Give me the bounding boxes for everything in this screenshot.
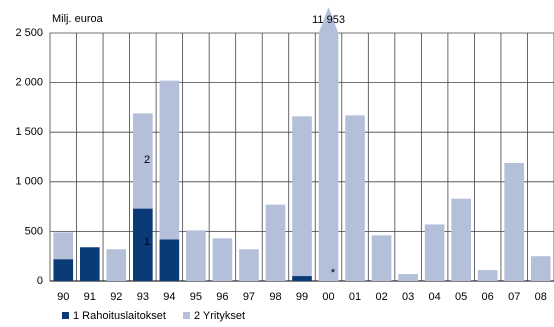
- bar: [133, 208, 153, 281]
- bar: [398, 274, 418, 281]
- x-tick-label: 05: [455, 291, 467, 303]
- bar: [239, 249, 259, 281]
- annotation: *: [331, 267, 336, 279]
- x-tick-label: 04: [429, 291, 441, 303]
- x-tick-label: 02: [375, 291, 387, 303]
- x-tick-label: 03: [402, 291, 414, 303]
- bar: [345, 115, 365, 281]
- y-axis-label: Milj. euroa: [52, 13, 104, 25]
- overflow-arrow: [318, 7, 339, 33]
- x-tick-label: 00: [322, 291, 334, 303]
- y-tick-label: 500: [25, 225, 43, 237]
- x-tick-label: 93: [137, 291, 149, 303]
- bar: [53, 259, 74, 281]
- bar: [318, 33, 339, 281]
- bar: [451, 198, 471, 281]
- x-tick-label: 96: [216, 291, 228, 303]
- bar: [186, 230, 206, 281]
- y-tick-label: 2 500: [15, 27, 43, 39]
- x-tick-label: 94: [163, 291, 175, 303]
- bar: [292, 276, 312, 281]
- legend-label: 1 Rahoituslaitokset: [73, 310, 166, 322]
- bar: [106, 249, 127, 281]
- y-tick-label: 0: [37, 275, 43, 287]
- x-tick-label: 97: [243, 291, 255, 303]
- x-tick-label: 01: [349, 291, 361, 303]
- bar: [424, 224, 445, 281]
- x-tick-label: 95: [190, 291, 202, 303]
- legend-swatch: [62, 312, 69, 319]
- bar: [53, 232, 74, 260]
- y-tick-label: 1 000: [15, 176, 43, 188]
- annotation: 1: [144, 236, 150, 248]
- x-tick-label: 07: [508, 291, 520, 303]
- bar: [504, 162, 525, 281]
- y-tick-label: 2 000: [15, 77, 43, 89]
- annotation: 2: [144, 154, 150, 166]
- bar: [133, 113, 153, 209]
- bar: [477, 270, 498, 281]
- x-tick-label: 92: [110, 291, 122, 303]
- bar: [292, 116, 312, 277]
- x-tick-label: 98: [269, 291, 281, 303]
- bar: [159, 80, 180, 240]
- x-tick-label: 08: [535, 291, 547, 303]
- legend-swatch: [182, 312, 190, 319]
- x-tick-label: 91: [84, 291, 96, 303]
- legend-label: 2 Yritykset: [194, 310, 245, 322]
- bar: [530, 256, 551, 281]
- x-tick-label: 90: [57, 291, 69, 303]
- value-label: 11 953: [312, 14, 345, 26]
- bar: [371, 235, 392, 281]
- y-tick-label: 1 500: [15, 126, 43, 138]
- bar: [79, 247, 100, 281]
- x-tick-label: 06: [482, 291, 494, 303]
- bar: [212, 238, 233, 281]
- bar: [265, 204, 286, 281]
- x-tick-label: 99: [296, 291, 308, 303]
- bar: [159, 239, 180, 281]
